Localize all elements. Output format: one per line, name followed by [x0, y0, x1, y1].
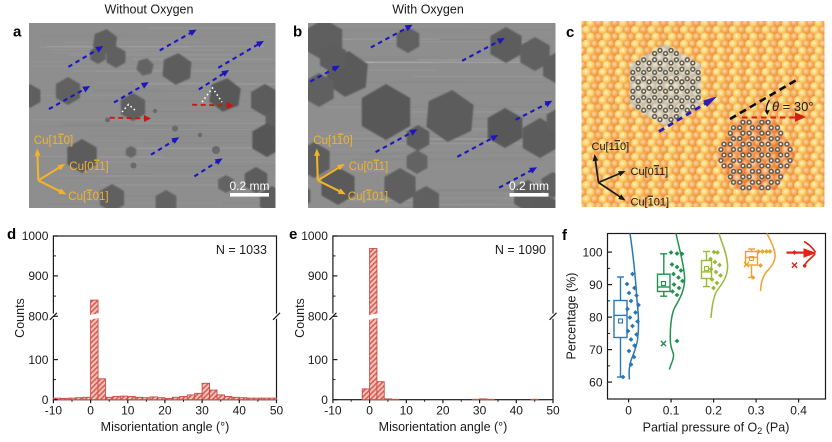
- svg-text:30: 30: [473, 404, 487, 418]
- svg-text:0: 0: [87, 404, 94, 418]
- svg-text:Cu[110]: Cu[110]: [592, 141, 630, 153]
- svg-text:100: 100: [308, 353, 328, 367]
- svg-text:80: 80: [589, 310, 603, 324]
- svg-text:20: 20: [158, 404, 172, 418]
- svg-text:30: 30: [195, 404, 209, 418]
- svg-text:10: 10: [400, 404, 414, 418]
- svg-text:900: 900: [308, 269, 328, 283]
- svg-text:100: 100: [28, 353, 48, 367]
- svg-text:10: 10: [121, 404, 135, 418]
- svg-text:Cu[110]: Cu[110]: [313, 135, 352, 147]
- svg-text:Percentage (%): Percentage (%): [565, 273, 579, 360]
- svg-text:20: 20: [436, 404, 450, 418]
- svg-text:40: 40: [233, 404, 247, 418]
- svg-text:0: 0: [42, 393, 49, 407]
- svg-text:Cu[110]: Cu[110]: [34, 135, 73, 147]
- svg-text:1000: 1000: [301, 229, 328, 243]
- svg-text:1000: 1000: [22, 229, 49, 243]
- svg-text:c: c: [566, 24, 574, 41]
- svg-text:Cu[101]: Cu[101]: [631, 197, 670, 209]
- svg-text:b: b: [293, 24, 302, 41]
- svg-text:0: 0: [625, 404, 632, 418]
- svg-text:e: e: [289, 226, 297, 243]
- svg-text:100: 100: [582, 245, 602, 259]
- svg-text:Cu[011]: Cu[011]: [69, 161, 108, 173]
- svg-text:900: 900: [28, 269, 48, 283]
- svg-text:a: a: [13, 24, 22, 41]
- svg-text:Cu[101]: Cu[101]: [348, 191, 388, 203]
- svg-text:Misorientation angle (°): Misorientation angle (°): [101, 420, 230, 434]
- svg-text:90: 90: [589, 278, 603, 292]
- svg-text:50: 50: [270, 404, 284, 418]
- svg-text:Partial pressure of O2 (Pa): Partial pressure of O2 (Pa): [643, 421, 790, 437]
- svg-text:70: 70: [589, 343, 603, 357]
- svg-text:Cu[011]: Cu[011]: [631, 166, 669, 178]
- svg-text:800: 800: [308, 310, 328, 324]
- svg-text:800: 800: [28, 310, 48, 324]
- svg-text:d: d: [7, 226, 16, 243]
- svg-text:N = 1033: N = 1033: [216, 243, 267, 257]
- svg-text:Counts: Counts: [13, 298, 27, 338]
- svg-text:0: 0: [321, 393, 328, 407]
- svg-text:-10: -10: [324, 404, 342, 418]
- svg-text:N = 1090: N = 1090: [495, 243, 546, 257]
- svg-text:Without Oxygen: Without Oxygen: [105, 3, 194, 17]
- svg-text:f: f: [562, 227, 568, 244]
- svg-text:θ = 30°: θ = 30°: [772, 99, 814, 114]
- svg-text:Counts: Counts: [293, 298, 307, 338]
- svg-text:50: 50: [546, 404, 560, 418]
- svg-text:Cu[101]: Cu[101]: [68, 191, 108, 203]
- svg-text:-10: -10: [45, 404, 63, 418]
- svg-text:0.2: 0.2: [705, 404, 722, 418]
- svg-text:With Oxygen: With Oxygen: [392, 3, 464, 17]
- svg-text:0.3: 0.3: [748, 404, 765, 418]
- svg-text:0.2 mm: 0.2 mm: [229, 179, 269, 193]
- svg-text:0.1: 0.1: [663, 404, 680, 418]
- svg-text:Cu[011]: Cu[011]: [349, 161, 388, 173]
- svg-text:40: 40: [510, 404, 524, 418]
- svg-text:0.2 mm: 0.2 mm: [509, 179, 549, 193]
- svg-text:0: 0: [366, 404, 373, 418]
- svg-text:0.4: 0.4: [790, 404, 807, 418]
- svg-text:60: 60: [589, 375, 603, 389]
- svg-text:Misorientation angle (°): Misorientation angle (°): [379, 420, 508, 434]
